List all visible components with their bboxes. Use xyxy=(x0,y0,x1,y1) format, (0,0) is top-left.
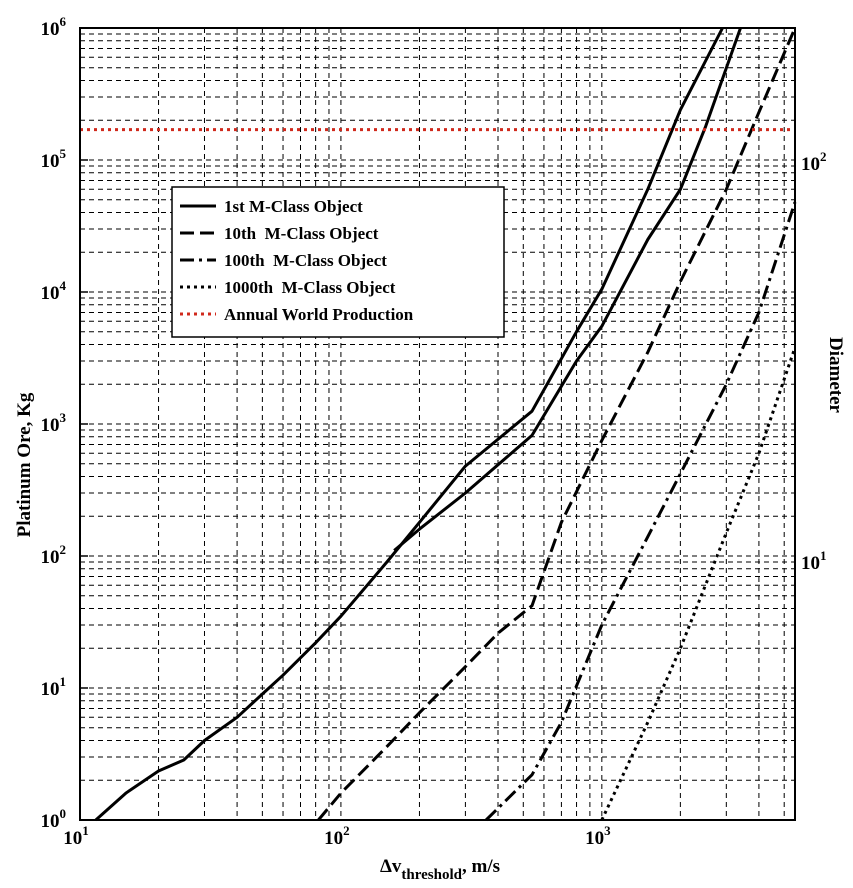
y-tick-label: 103 xyxy=(41,410,67,436)
y-tick-label: 105 xyxy=(41,146,67,172)
y2-tick-label: 101 xyxy=(801,548,827,574)
series-line-2 xyxy=(317,27,797,821)
series-line-4 xyxy=(600,347,797,821)
x-tick-label: 101 xyxy=(63,823,89,849)
y2-axis-label: Diameter xyxy=(825,337,846,414)
x-axis-label: Δvthreshold, m/s xyxy=(380,856,500,883)
x-tick-label: 103 xyxy=(585,823,611,849)
legend-box xyxy=(171,186,505,338)
y-tick-label: 102 xyxy=(41,542,67,568)
legend: 1st M-Class Object 10th M-Class Object 100… xyxy=(171,186,505,338)
y-tick-label: 101 xyxy=(41,674,67,700)
legend-label: 1st M-Class Object xyxy=(224,197,363,216)
x-tick-label: 102 xyxy=(324,823,350,849)
legend-label: 10th M-Class Object xyxy=(224,224,379,243)
y-tick-label: 104 xyxy=(41,278,67,304)
y2-tick-label: 102 xyxy=(801,149,827,175)
legend-label: 1000th M-Class Object xyxy=(224,278,396,297)
y-axis-label: Platinum Ore, Kg xyxy=(14,392,35,537)
series-line-0 xyxy=(94,27,724,822)
series-line-1 xyxy=(393,27,742,552)
y-tick-label: 100 xyxy=(41,806,67,832)
y-tick-label: 106 xyxy=(41,14,67,40)
legend-label: 100th M-Class Object xyxy=(224,251,387,270)
grid xyxy=(79,28,795,820)
series-line-3 xyxy=(485,201,797,822)
series-layer xyxy=(80,27,797,822)
legend-label: Annual World Production xyxy=(224,305,414,324)
